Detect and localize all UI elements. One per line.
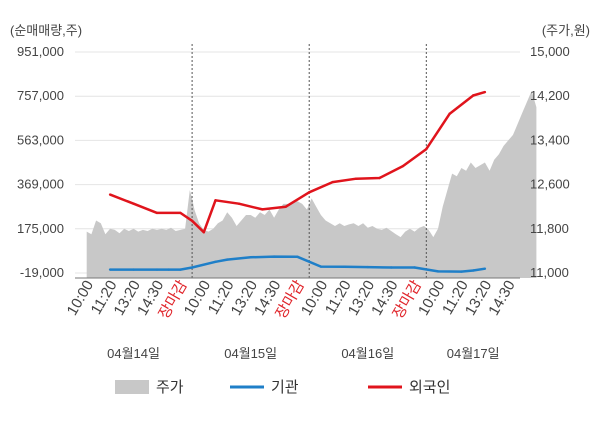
series-point-1 [331, 180, 334, 184]
date-label: 04월17일 [447, 346, 500, 361]
left-tick-label: 175,000 [17, 221, 64, 236]
series-point-1 [237, 202, 241, 205]
series-point-0 [390, 266, 393, 269]
series-point-0 [249, 256, 252, 259]
series-point-1 [284, 205, 287, 208]
series-point-1 [190, 219, 194, 222]
series-point-0 [296, 255, 299, 258]
series-point-0 [108, 268, 112, 271]
series-point-1 [155, 211, 159, 215]
right-tick-label: 11,000 [530, 265, 569, 280]
right-tick-label: 13,400 [530, 132, 570, 147]
left-tick-label: 757,000 [17, 88, 64, 103]
series-point-1 [308, 191, 311, 194]
date-label: 04월14일 [107, 346, 160, 361]
left-tick-label: -19,000 [20, 265, 64, 280]
series-point-1 [425, 147, 428, 151]
series-point-0 [413, 266, 416, 269]
y-tick-labels: -19,000 175,000 369,000 563,000 757,000 951,0… [17, 44, 570, 280]
series-point-0 [155, 268, 159, 271]
series-point-1 [401, 164, 405, 168]
net-buy-lines-layer [108, 90, 487, 273]
series-point-0 [167, 268, 170, 271]
series-point-0 [272, 255, 276, 258]
series-point-1 [472, 94, 475, 97]
series-point-0 [436, 270, 440, 273]
series-point-0 [460, 270, 463, 273]
series-point-1 [202, 231, 205, 234]
series-point-0 [319, 265, 323, 268]
series-point-0 [343, 265, 346, 268]
series-point-1 [132, 202, 135, 205]
series-point-1 [354, 177, 358, 180]
legend-swatch-area [115, 380, 149, 394]
series-point-1 [179, 211, 182, 215]
day-separator-layer [191, 44, 427, 278]
series-point-0 [472, 269, 475, 272]
right-tick-label: 15,000 [530, 44, 570, 59]
legend-label: 외국인 [409, 379, 450, 396]
series-point-0 [179, 268, 182, 271]
left-tick-label: 563,000 [17, 132, 64, 147]
date-label: 04월16일 [341, 346, 394, 361]
series-line-0 [110, 255, 486, 273]
series-point-1 [378, 176, 381, 180]
series-point-1 [214, 199, 217, 202]
series-point-0 [366, 265, 369, 269]
right-tick-label: 12,600 [530, 177, 570, 192]
date-label: 04월15일 [224, 346, 277, 361]
series-area-price [86, 90, 537, 278]
series-point-1 [261, 208, 264, 211]
legend-label: 주가 [156, 379, 184, 396]
series-point-1 [108, 193, 112, 196]
legend: 주가 기관 외국인 [115, 379, 450, 396]
date-labels: 04월14일 04월15일 04월16일 04월17일 [107, 346, 499, 361]
x-tick-labels: 10:0011:2013:2014:30장마감10:0011:2013:2014… [64, 277, 519, 322]
right-tick-label: 11,800 [530, 221, 569, 236]
series-point-1 [448, 112, 451, 115]
left-unit-label: (순매매량,주) [10, 23, 82, 38]
left-tick-label: 369,000 [17, 177, 64, 192]
series-point-0 [483, 267, 487, 270]
right-tick-label: 14,200 [530, 88, 570, 103]
right-unit-label: (주가,원) [542, 23, 590, 38]
series-point-0 [190, 266, 194, 269]
series-point-0 [226, 258, 229, 261]
series-point-0 [214, 260, 217, 263]
price-area-layer [86, 90, 537, 278]
series-point-1 [483, 90, 487, 94]
left-tick-label: 951,000 [17, 44, 64, 59]
series-point-0 [132, 268, 135, 271]
legend-label: 기관 [271, 379, 299, 396]
